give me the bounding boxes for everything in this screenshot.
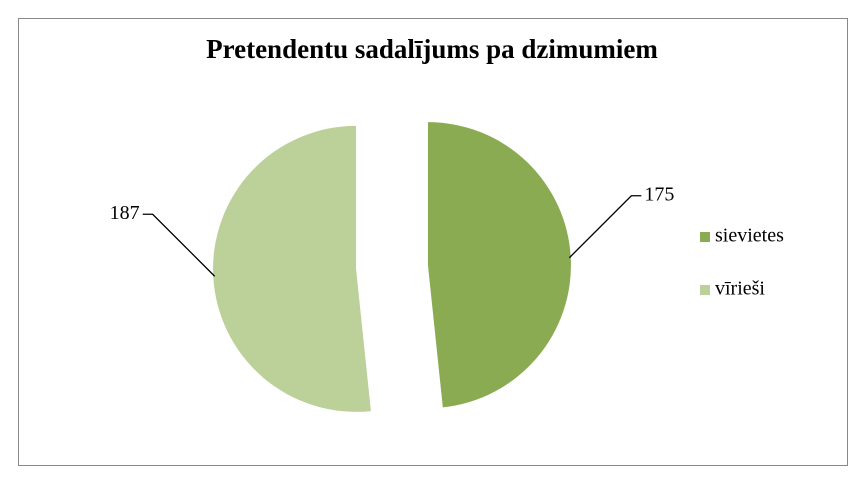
leader-line <box>568 195 642 259</box>
legend-label: vīrieši <box>715 278 765 300</box>
pie-slice <box>213 125 371 412</box>
legend-swatch <box>700 232 710 242</box>
pie-slice <box>427 122 571 408</box>
legend-label: sievietes <box>715 225 784 247</box>
legend-swatch <box>700 285 710 295</box>
data-label: 175 <box>644 183 674 205</box>
leader-line <box>142 213 216 277</box>
data-label: 187 <box>110 202 140 224</box>
chart-title: Pretendentu sadalījums pa dzimumiem <box>206 34 658 64</box>
